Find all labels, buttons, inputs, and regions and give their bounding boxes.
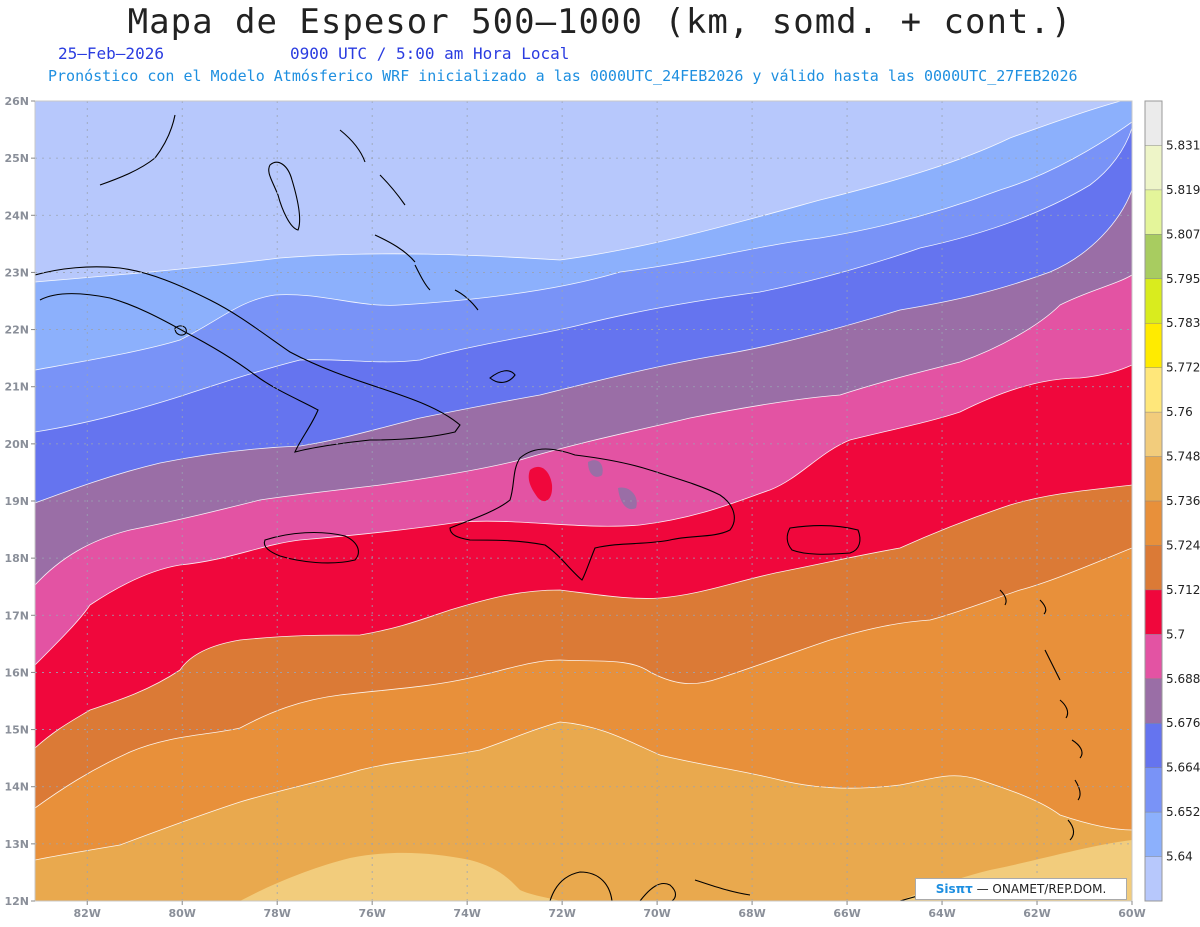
lat-tick-label: 12N xyxy=(4,895,29,908)
lat-tick-label: 18N xyxy=(4,552,29,565)
model-info: Pronóstico con el Modelo Atmósferico WRF… xyxy=(48,67,1078,85)
colorbar-label: 5.688 xyxy=(1166,672,1200,686)
puerto-rico-coast xyxy=(786,525,861,555)
colorbar-swatch xyxy=(1145,412,1162,458)
band-5748 xyxy=(35,722,1132,901)
colorbar-swatch xyxy=(1145,501,1162,546)
lat-tick-label: 13N xyxy=(4,838,29,851)
lat-tick-label: 14N xyxy=(4,781,29,794)
colorbar-label: 5.7 xyxy=(1166,627,1185,641)
colorbar-label: 5.736 xyxy=(1166,494,1200,508)
band-5760 xyxy=(240,852,560,901)
credit-box: Sisπτ — ONAMET/REP.DOM. xyxy=(915,878,1127,900)
island-high-spot xyxy=(618,487,637,510)
credit-text: — ONAMET/REP.DOM. xyxy=(972,882,1107,896)
isle-of-youth xyxy=(174,325,187,336)
lon-tick-label: 68W xyxy=(738,907,765,920)
map-title: Mapa de Espesor 500—1000 (km, somd. + co… xyxy=(127,2,1073,42)
island-high-spot xyxy=(528,466,553,502)
colorbar-swatch xyxy=(1145,812,1162,858)
lon-tick-label: 72W xyxy=(548,907,575,920)
jamaica-coast xyxy=(263,531,359,564)
colorbar-swatch xyxy=(1145,589,1162,635)
hispaniola-coast xyxy=(449,448,735,581)
colorbar-label: 5.807 xyxy=(1166,227,1200,241)
coastlines xyxy=(35,114,1083,901)
lat-tick-label: 22N xyxy=(4,324,29,337)
colorbar-swatch xyxy=(1145,456,1162,502)
lat-tick-label: 24N xyxy=(4,209,29,222)
lon-tick-label: 80W xyxy=(168,907,195,920)
lesser-antilles xyxy=(999,589,1083,841)
colorbar-swatch xyxy=(1145,678,1162,724)
colorbar-swatch xyxy=(1145,856,1162,902)
colorbar-swatch xyxy=(1145,101,1162,146)
lat-tick-label: 23N xyxy=(4,266,29,279)
colorbar: 5.831 5.819 5.807 5.795 5.783 5.772 5.76 5.748 5… xyxy=(1144,100,1200,902)
colorbar-swatch xyxy=(1145,545,1162,591)
colorbar-label: 5.783 xyxy=(1166,316,1200,330)
colorbar-swatch xyxy=(1145,145,1162,191)
colorbar-swatch xyxy=(1145,278,1162,324)
graticule xyxy=(35,101,1132,901)
colorbar-swatch xyxy=(1145,323,1162,369)
colorbar-label: 5.831 xyxy=(1166,138,1200,152)
lat-tick-label: 20N xyxy=(4,438,29,451)
colorbar-label: 5.652 xyxy=(1166,805,1200,819)
lon-tick-label: 70W xyxy=(643,907,670,920)
lat-tick-label: 25N xyxy=(4,152,29,165)
forecast-time: 0900 UTC / 5:00 am Hora Local xyxy=(290,44,570,63)
andros-island xyxy=(268,161,301,231)
lon-tick-label: 82W xyxy=(74,907,101,920)
bahamas-chain xyxy=(339,129,479,311)
lon-tick-label: 76W xyxy=(358,907,385,920)
colorbar-label: 5.724 xyxy=(1166,538,1200,552)
latitude-axis: 26N 25N 24N 23N 22N 21N 20N 19N 18N 17N 16N 15N 14N 1… xyxy=(4,95,35,908)
colorbar-swatch xyxy=(1145,723,1162,769)
colorbar-swatch xyxy=(1145,634,1162,680)
colorbar-label: 5.676 xyxy=(1166,716,1200,730)
sispi-logo: Sisπτ xyxy=(935,882,973,896)
contour-lines xyxy=(35,101,1132,861)
forecast-date: 25—Feb—2026 xyxy=(58,44,164,63)
lat-tick-label: 17N xyxy=(4,609,29,622)
colorbar-label: 5.64 xyxy=(1166,850,1193,864)
colorbar-swatch xyxy=(1145,767,1162,813)
lon-tick-label: 64W xyxy=(928,907,955,920)
colorbar-label: 5.712 xyxy=(1166,583,1200,597)
colorbar-label: 5.795 xyxy=(1166,272,1200,286)
colorbar-label: 5.664 xyxy=(1166,761,1200,775)
lon-tick-label: 78W xyxy=(263,907,290,920)
lon-tick-label: 66W xyxy=(833,907,860,920)
lat-tick-label: 16N xyxy=(4,666,29,679)
lat-tick-label: 21N xyxy=(4,381,29,394)
lon-tick-label: 60W xyxy=(1118,907,1145,920)
lon-tick-label: 74W xyxy=(453,907,480,920)
colorbar-label: 5.819 xyxy=(1166,183,1200,197)
island-high-spot xyxy=(588,460,603,477)
colorbar-label: 5.748 xyxy=(1166,450,1200,464)
colorbar-swatch xyxy=(1145,189,1162,235)
longitude-axis: 82W 80W 78W 76W 74W 72W 70W 68W 66W 64W 62W 60W xyxy=(74,901,1146,920)
lat-tick-label: 19N xyxy=(4,495,29,508)
colorbar-swatch xyxy=(1145,367,1162,413)
lon-tick-label: 62W xyxy=(1023,907,1050,920)
colorbar-swatch xyxy=(1145,234,1162,280)
lat-tick-label: 15N xyxy=(4,724,29,737)
turks-caicos xyxy=(489,370,516,383)
thickness-field xyxy=(35,101,1132,901)
south-america-coast xyxy=(549,871,961,901)
cuba-coast xyxy=(35,266,461,453)
colorbar-label: 5.76 xyxy=(1166,405,1193,419)
colorbar-label: 5.772 xyxy=(1166,361,1200,375)
lat-tick-label: 26N xyxy=(4,95,29,108)
